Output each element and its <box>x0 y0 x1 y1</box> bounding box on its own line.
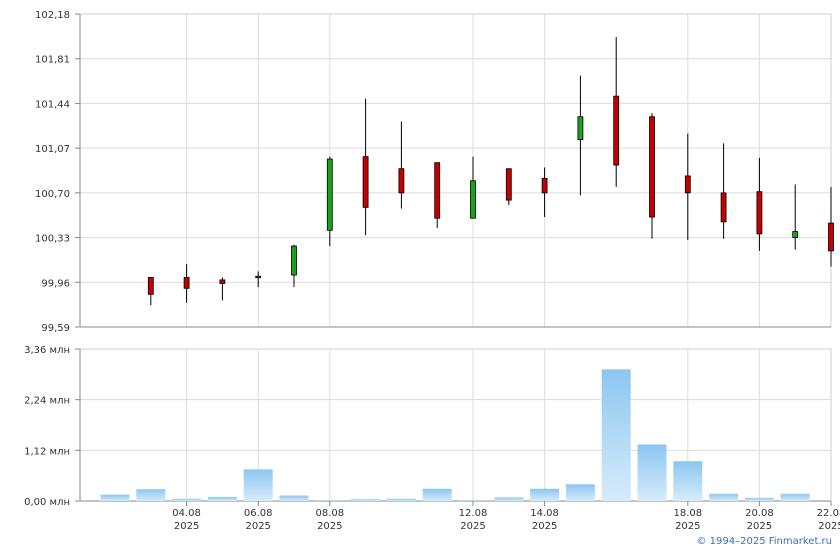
price-tick-label: 101,81 <box>35 55 70 66</box>
candle-body-down <box>541 177 548 194</box>
volume-bar <box>601 369 631 501</box>
price-tick-label: 101,44 <box>35 99 70 110</box>
candle-body-down <box>756 191 763 235</box>
volume-bar <box>386 498 416 501</box>
candle-body-down <box>828 222 834 252</box>
candle-body-down <box>720 192 727 223</box>
candle-body-down <box>147 277 154 295</box>
volume-bar <box>279 495 309 501</box>
x-tick-label-year: 2025 <box>174 521 199 532</box>
x-tick-label-year: 2025 <box>675 521 700 532</box>
x-tick-label-date: 06.08 <box>244 508 273 519</box>
volume-bar <box>709 493 739 501</box>
price-tick-label: 99,96 <box>41 278 70 289</box>
candle-body-down <box>434 162 441 219</box>
candle-body-down <box>219 279 226 284</box>
volume-bar <box>207 496 237 501</box>
volume-bar <box>136 489 166 501</box>
candle-body-up <box>470 180 476 219</box>
x-tick-label-year: 2025 <box>818 521 840 532</box>
volume-plot-frame <box>79 348 832 502</box>
volume-bar <box>565 484 595 501</box>
x-tick-label-year: 2025 <box>245 521 270 532</box>
x-tick-label-date: 18.08 <box>673 508 702 519</box>
x-tick-label-date: 20.08 <box>745 508 774 519</box>
x-tick-label-date: 08.08 <box>315 508 344 519</box>
volume-bar <box>422 488 452 501</box>
copyright-credit: © 1994–2025 Finmarket.ru <box>696 536 832 547</box>
volume-tick-label: 2,24 млн <box>24 396 70 407</box>
candle-body-down <box>398 168 405 194</box>
price-tick-label: 99,59 <box>41 323 70 334</box>
price-tick-label: 101,07 <box>35 144 70 155</box>
x-tick-label-date: 22.08 <box>817 508 840 519</box>
candle-body-up <box>792 231 799 238</box>
x-tick-label-year: 2025 <box>317 521 342 532</box>
price-tick-label: 100,70 <box>35 189 70 200</box>
volume-tick-label: 0,00 млн <box>24 497 70 508</box>
x-tick-label-year: 2025 <box>747 521 772 532</box>
candle-body-down <box>183 277 190 289</box>
candle-body-down <box>505 168 512 201</box>
volume-bar <box>530 488 560 501</box>
volume-bar <box>673 461 703 501</box>
candle-body-down <box>613 95 620 166</box>
volume-panel: 3,36 млн 2,24 млн 1,12 млн 0,00 млн <box>24 345 832 508</box>
x-tick-label-year: 2025 <box>532 521 557 532</box>
price-tick-label: 100,33 <box>35 234 70 245</box>
x-tick-label-year: 2025 <box>460 521 485 532</box>
x-tick-label-date: 14.08 <box>530 508 559 519</box>
volume-bar <box>458 500 488 501</box>
volume-bar <box>637 444 667 501</box>
price-plot-frame <box>79 13 832 328</box>
candle-body-up <box>255 275 262 279</box>
volume-bar <box>494 497 524 501</box>
x-tick-label-date: 12.08 <box>459 508 488 519</box>
candle-body-down <box>684 175 691 194</box>
volume-bar <box>315 500 345 501</box>
volume-bar <box>351 499 381 501</box>
x-tick-label-date: 04.08 <box>172 508 201 519</box>
volume-bar <box>100 494 130 501</box>
candle-body-up <box>291 245 297 276</box>
candle-body-up <box>577 116 584 141</box>
x-axis: 04.08 2025 06.08 2025 08.08 2025 12.08 2025 14.0… <box>172 501 840 532</box>
candle-body-up <box>326 158 333 231</box>
volume-bar <box>744 497 774 501</box>
price-tick-label: 102,18 <box>35 10 70 21</box>
volume-bar <box>243 469 273 501</box>
volume-bar <box>172 498 202 501</box>
candle-body-down <box>649 116 655 218</box>
volume-bar <box>780 493 810 501</box>
candle-body-down <box>362 156 369 208</box>
volume-tick-label: 3,36 млн <box>24 345 70 356</box>
price-panel: 102,18 101,81 101,44 101,07 100,70 100,33 99,9… <box>35 10 834 334</box>
volume-tick-label: 1,12 млн <box>24 446 70 457</box>
